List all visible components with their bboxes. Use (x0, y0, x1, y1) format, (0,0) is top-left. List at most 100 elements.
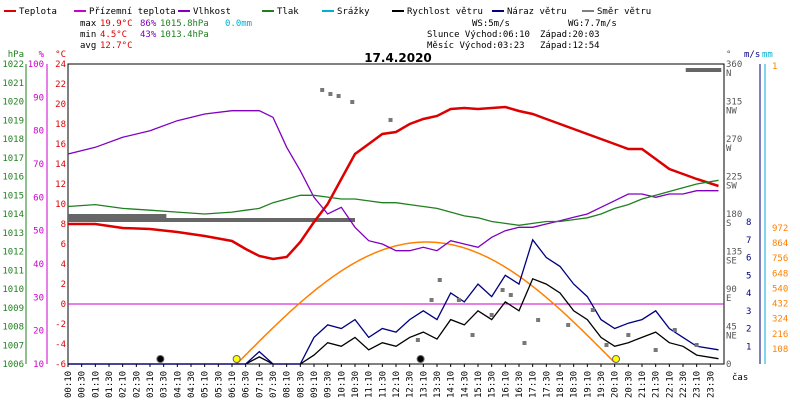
axis-tick-temp-15: -6 (55, 360, 66, 370)
x-tick-label-43: 21:30 (652, 371, 662, 398)
x-tick-label-36: 18:10 (556, 371, 566, 398)
axis-tick-mm-2: 864 (772, 239, 788, 249)
wind-dir-point-2 (336, 94, 341, 98)
x-tick-label-12: 06:10 (228, 371, 238, 398)
x-tick-label-9: 04:30 (187, 371, 197, 398)
axis-tick-dir-7: 45 (726, 323, 737, 333)
wind-dir-point-5 (429, 298, 434, 302)
axis-tick-hpa-0: 1022 (2, 60, 24, 70)
axis-tick-pct-0: 100 (28, 60, 44, 70)
x-tick-label-4: 02:10 (119, 371, 129, 398)
x-tick-label-25: 12:30 (406, 371, 416, 398)
axis-tick-dir-4: 180 (726, 210, 742, 220)
series-line-4 (68, 238, 719, 365)
axis-tick-hpa-1: 1021 (2, 79, 24, 89)
chart-title: 17.4.2020 (364, 51, 432, 65)
legend-label-0: Teplota (19, 7, 57, 17)
x-tick-label-41: 20:30 (624, 371, 634, 398)
axis-tick-hpa-9: 1013 (2, 229, 24, 239)
x-tick-label-14: 07:10 (255, 371, 265, 398)
legend-label-2: Vlhkost (193, 7, 231, 17)
sunrise-marker (232, 355, 241, 363)
x-tick-label-21: 10:30 (351, 371, 361, 398)
axis-tick-temp-14: -4 (55, 340, 66, 350)
legend-label-6: Náraz větru (507, 7, 567, 17)
axis-tick-dir-1: 315 (726, 98, 742, 108)
axis-tick-mm-4: 648 (772, 269, 788, 279)
x-tick-label-2: 01:10 (91, 371, 101, 398)
axis-unit-temp: °C (55, 50, 66, 60)
wind-dir-point-9 (508, 293, 513, 297)
axis-tick-temp-0: 24 (55, 60, 66, 70)
axis-tick-ms-2: 6 (746, 254, 751, 264)
axis-tick-pct-4: 60 (33, 193, 44, 203)
axis-tick-dir-0: 360 (726, 60, 742, 70)
wind-dir-point-20 (522, 341, 527, 345)
wind-dir-point-17 (415, 338, 420, 342)
axis-tick-temp-12: 0 (61, 300, 66, 310)
axis-tick-hpa-16: 1006 (2, 360, 24, 370)
x-tick-label-28: 14:10 (447, 371, 457, 398)
axis-tick-temp-5: 14 (55, 160, 66, 170)
x-tick-label-24: 12:10 (392, 371, 402, 398)
x-tick-label-29: 14:30 (460, 371, 470, 398)
x-tick-label-10: 05:10 (201, 371, 211, 398)
legend-label-5: Rychlost větru (407, 7, 483, 17)
wind-dir-point-1 (328, 92, 333, 96)
x-tick-label-32: 16:10 (501, 371, 511, 398)
axis-tick-temp-8: 8 (61, 220, 66, 230)
x-tick-label-18: 09:10 (310, 371, 320, 398)
stat-min-temp: 4.5°C (100, 30, 127, 40)
stat-max-press: 1015.8hPa (160, 19, 209, 29)
axis-dir-label-0: N (726, 69, 731, 79)
x-tick-label-27: 13:30 (433, 371, 443, 398)
axis-unit-dir: ° (726, 50, 731, 60)
x-tick-label-1: 00:30 (78, 371, 88, 398)
stat-avg-temp: 12.7°C (100, 41, 133, 51)
axis-tick-mm-0: 1 (772, 62, 777, 72)
axis-tick-ms-1: 7 (746, 236, 751, 246)
axis-dir-label-4: S (726, 219, 731, 229)
axis-tick-temp-4: 16 (55, 140, 66, 150)
legend-label-3: Tlak (277, 7, 299, 17)
wind-dir-point-7 (456, 298, 461, 302)
series-line-2 (67, 179, 719, 226)
axis-dir-label-3: SW (726, 182, 737, 192)
wind-dir-point-10 (536, 318, 541, 322)
x-tick-label-6: 03:10 (146, 371, 156, 398)
axes: hPa1022102110201019101810171016101510141… (2, 50, 788, 370)
x-tick-label-8: 04:10 (173, 371, 183, 398)
axis-dir-label-6: E (726, 294, 731, 304)
stat-min-press: 1013.4hPa (160, 30, 209, 40)
axis-unit-mm: mm (762, 50, 773, 60)
x-tick-label-33: 16:30 (515, 371, 525, 398)
x-axis-label: čas (732, 372, 748, 383)
legend-label-7: Směr větru (597, 7, 651, 17)
axis-tick-hpa-8: 1014 (2, 210, 24, 220)
info-slunce: Slunce Východ:06:10 (427, 30, 530, 40)
axis-tick-temp-13: -2 (55, 320, 66, 330)
legend: Teplota Přízemní teplota Vlhkost Tlak Srážky… (4, 7, 651, 17)
series-group (67, 68, 722, 365)
info-ws: WS:5m/s (472, 19, 510, 29)
legend-label-4: Srážky (337, 7, 370, 17)
sunset-marker (612, 355, 621, 363)
axis-tick-ms-0: 8 (746, 218, 751, 228)
x-tick-labels: 00:10 00:30 01:10 01:30 02:10 02:30 03:10 03:30… (64, 364, 716, 398)
axis-tick-ms-7: 1 (746, 342, 751, 352)
axis-tick-pct-2: 80 (33, 127, 44, 137)
axis-tick-dir-3: 225 (726, 173, 742, 183)
axis-tick-temp-2: 20 (55, 100, 66, 110)
x-tick-label-0: 00:10 (64, 371, 74, 398)
axis-tick-mm-5: 540 (772, 284, 788, 294)
x-tick-label-35: 17:30 (542, 371, 552, 398)
axis-tick-pct-7: 30 (33, 293, 44, 303)
x-tick-label-17: 08:30 (296, 371, 306, 398)
x-tick-label-38: 19:10 (583, 371, 593, 398)
x-tick-label-44: 22:10 (665, 371, 675, 398)
axis-tick-ms-6: 2 (746, 325, 751, 335)
info-mesic: Měsíc Východ:03:23 (427, 41, 525, 51)
stat-max-hum: 86% (140, 19, 157, 29)
stat-min-label: min (80, 30, 96, 40)
axis-tick-mm-1: 972 (772, 224, 788, 234)
